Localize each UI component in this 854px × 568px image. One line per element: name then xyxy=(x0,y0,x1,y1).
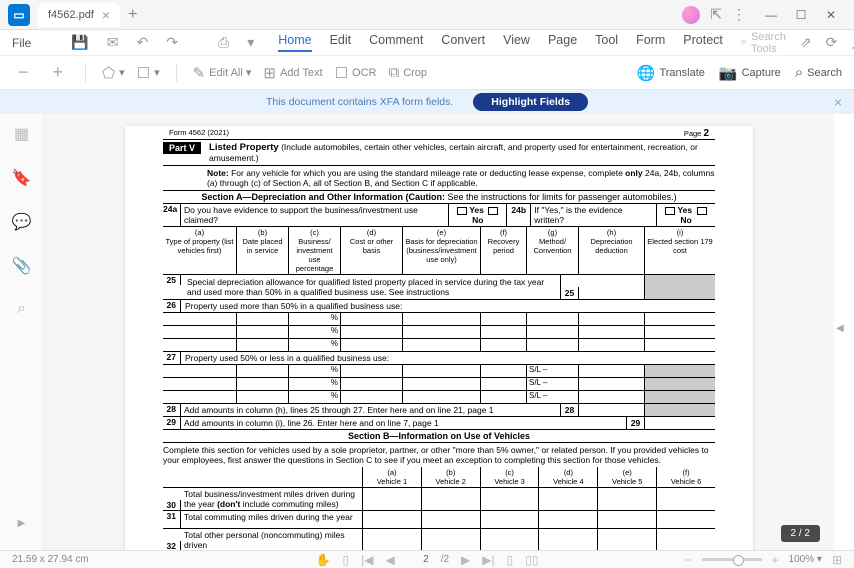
external-icon[interactable]: ⇱ xyxy=(710,6,722,23)
edit-all-tool[interactable]: ✎Edit All ▾ xyxy=(193,64,252,82)
checkbox-24a-yes[interactable] xyxy=(457,207,467,215)
checkbox-24b-no[interactable] xyxy=(697,207,707,215)
search-tools-input[interactable]: ⌕ Search Tools xyxy=(741,31,786,55)
minimize-button[interactable]: — xyxy=(756,8,786,22)
page-dimensions: 21.59 x 27.94 cm xyxy=(12,554,89,565)
sync-icon[interactable]: ⟳ xyxy=(826,34,838,51)
menu-dots-icon[interactable]: ⋮ xyxy=(732,6,746,23)
select-text-icon[interactable]: ▯ xyxy=(342,553,349,567)
tab-tool[interactable]: Tool xyxy=(595,33,618,52)
main-area: ▦ 🔖 💬 📎 ⌕ ▶ Form 4562 (2021) Page 2 Part… xyxy=(0,114,854,550)
statusbar: 21.59 x 27.94 cm ✋ ▯ |◀ ◀ /2 ▶ ▶| ▯ ▯▯ −… xyxy=(0,550,854,568)
zoom-out-status-icon[interactable]: − xyxy=(685,553,692,567)
attachments-icon[interactable]: 📎 xyxy=(12,256,32,276)
tab-convert[interactable]: Convert xyxy=(441,33,485,52)
right-sidebar: ◀ xyxy=(834,114,854,550)
capture-tool[interactable]: 📷Capture xyxy=(719,64,781,82)
menubar: File 💾 ✉ ↶ ↷ ⎙ ▾ Home Edit Comment Conve… xyxy=(0,30,854,56)
expand-left-icon[interactable]: ▶ xyxy=(18,518,26,529)
page-total: /2 xyxy=(441,554,449,565)
tab-form[interactable]: Form xyxy=(636,33,665,52)
bookmarks-icon[interactable]: 🔖 xyxy=(12,168,32,188)
first-page-icon[interactable]: |◀ xyxy=(361,553,373,567)
hand-tool-icon[interactable]: ✋ xyxy=(316,553,331,567)
tab-home[interactable]: Home xyxy=(278,33,311,52)
redo-icon[interactable]: ↷ xyxy=(166,34,178,51)
add-text-tool[interactable]: ⊞Add Text xyxy=(263,64,322,82)
page-indicator: 2 / 2 xyxy=(781,525,820,542)
crop-tool[interactable]: ⧉Crop xyxy=(388,64,427,81)
share-icon[interactable]: ⇗ xyxy=(800,34,812,51)
titlebar: ▭ f4562.pdf × + ⇱ ⋮ — ☐ ✕ xyxy=(0,0,854,30)
save-icon[interactable]: 💾 xyxy=(71,34,88,51)
search-tool[interactable]: ⌕Search xyxy=(795,64,842,81)
highlight-fields-button[interactable]: Highlight Fields xyxy=(473,93,588,111)
expand-right-icon[interactable]: ◀ xyxy=(836,323,844,334)
document-viewport[interactable]: Form 4562 (2021) Page 2 Part V Listed Pr… xyxy=(44,114,834,550)
thumbnails-icon[interactable]: ▦ xyxy=(14,124,29,144)
page-number-input[interactable] xyxy=(407,554,429,565)
tab-page[interactable]: Page xyxy=(548,33,577,52)
notify-message: This document contains XFA form fields. xyxy=(266,96,453,108)
pdf-page: Form 4562 (2021) Page 2 Part V Listed Pr… xyxy=(125,126,753,550)
tab-view[interactable]: View xyxy=(503,33,530,52)
search-panel-icon[interactable]: ⌕ xyxy=(17,300,26,318)
left-sidebar: ▦ 🔖 💬 📎 ⌕ ▶ xyxy=(0,114,44,550)
checkbox-24b-yes[interactable] xyxy=(665,207,675,215)
zoom-slider[interactable] xyxy=(702,558,762,561)
shape-tool[interactable]: ⬠▾ xyxy=(102,64,125,82)
translate-tool[interactable]: 🌐Translate xyxy=(637,64,705,82)
close-tab-icon[interactable]: × xyxy=(102,7,110,23)
single-page-icon[interactable]: ▯ xyxy=(507,553,514,567)
zoom-out-button[interactable]: − xyxy=(12,62,35,83)
maximize-button[interactable]: ☐ xyxy=(786,8,816,22)
select-tool[interactable]: ☐▾ xyxy=(137,64,160,82)
zoom-in-status-icon[interactable]: + xyxy=(772,553,779,567)
search-icon: ⌕ xyxy=(741,36,747,49)
add-tab-button[interactable]: + xyxy=(128,6,137,24)
last-page-icon[interactable]: ▶| xyxy=(482,553,494,567)
tab-protect[interactable]: Protect xyxy=(683,33,723,52)
toolbar: − + ⬠▾ ☐▾ ✎Edit All ▾ ⊞Add Text ☐OCR ⧉Cr… xyxy=(0,56,854,90)
zoom-in-button[interactable]: + xyxy=(47,62,70,83)
tab-comment[interactable]: Comment xyxy=(369,33,423,52)
close-window-button[interactable]: ✕ xyxy=(816,8,846,22)
fit-page-icon[interactable]: ⊞ xyxy=(832,553,842,567)
app-icon: ▭ xyxy=(8,4,30,26)
tab-label: f4562.pdf xyxy=(48,9,94,21)
prev-page-icon[interactable]: ◀ xyxy=(385,553,394,567)
profile-orb-icon[interactable] xyxy=(682,6,700,24)
mail-icon[interactable]: ✉ xyxy=(107,34,119,51)
tab-edit[interactable]: Edit xyxy=(330,33,352,52)
checkbox-24a-no[interactable] xyxy=(488,207,498,215)
close-notification-icon[interactable]: × xyxy=(834,94,842,110)
filter-icon[interactable]: ▾ xyxy=(247,34,254,51)
form-id: Form 4562 (2021) xyxy=(169,128,229,139)
comments-icon[interactable]: 💬 xyxy=(12,212,32,232)
file-menu[interactable]: File xyxy=(12,36,31,50)
next-page-icon[interactable]: ▶ xyxy=(461,553,470,567)
zoom-level[interactable]: 100% ▾ xyxy=(789,554,822,565)
xfa-notification: This document contains XFA form fields. … xyxy=(0,90,854,114)
undo-icon[interactable]: ↶ xyxy=(137,34,149,51)
two-page-icon[interactable]: ▯▯ xyxy=(525,553,538,567)
ocr-tool[interactable]: ☐OCR xyxy=(335,64,377,82)
print-icon[interactable]: ⎙ xyxy=(218,34,229,51)
part-label: Part V xyxy=(163,142,201,154)
document-tab[interactable]: f4562.pdf × xyxy=(38,3,120,27)
ribbon-tabs: Home Edit Comment Convert View Page Tool… xyxy=(278,33,723,52)
